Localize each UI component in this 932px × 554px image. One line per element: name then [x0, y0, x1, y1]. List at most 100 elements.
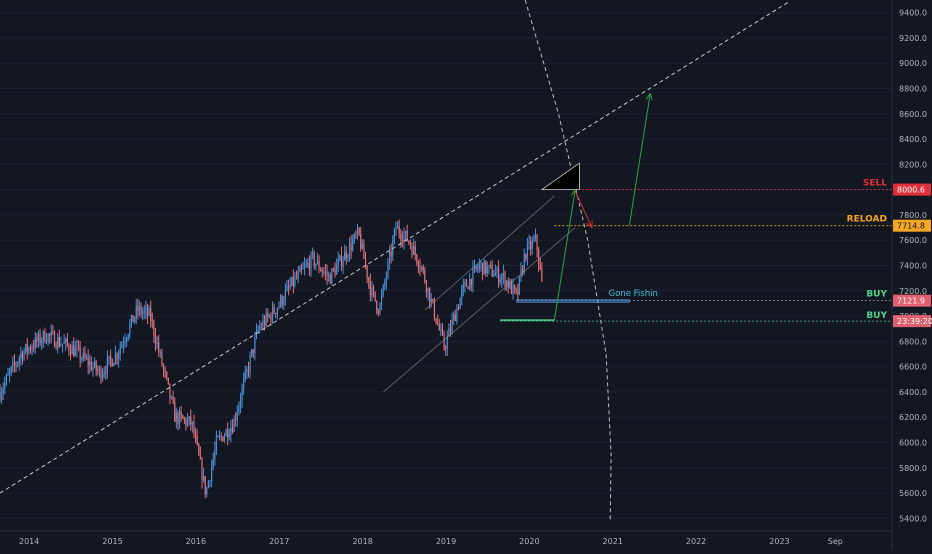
triangle-pattern[interactable] [540, 162, 580, 191]
buy-2-price-tag-bg [893, 315, 931, 328]
candle-body [4, 382, 6, 389]
candle-body [276, 308, 278, 315]
candle-body [219, 435, 221, 437]
x-tick-label: 2020 [519, 537, 539, 546]
candle-body [454, 314, 456, 322]
candle-body [472, 268, 474, 286]
upper-trend-line[interactable] [0, 2, 789, 494]
candle-body [84, 352, 86, 359]
candle-body [156, 342, 158, 345]
candle-body [366, 265, 368, 278]
candle-body [480, 262, 482, 265]
candle-body [289, 285, 291, 288]
candle-body [211, 466, 213, 481]
projection-arrow[interactable] [553, 189, 576, 320]
candle-body [497, 268, 500, 283]
projection-arrow[interactable] [628, 93, 651, 226]
candle-body [34, 337, 36, 349]
candle-body [172, 396, 174, 403]
candle-body [10, 366, 12, 372]
candle-body [135, 306, 137, 318]
candle-body [347, 256, 349, 259]
sell-price-tag: 8000.6 [897, 186, 925, 195]
candle-body [464, 282, 466, 285]
grid [0, 12, 892, 519]
candle-body [97, 370, 99, 372]
candle-body [235, 418, 237, 420]
x-tick-label: 2018 [352, 537, 372, 546]
buy-1-price-tag: 7121.9 [897, 297, 925, 306]
gone-fishin-box[interactable] [516, 299, 630, 303]
candle-body [68, 344, 70, 351]
candle-body [345, 251, 347, 259]
candle-body [449, 328, 452, 331]
candle-body [352, 240, 354, 251]
candle-body [387, 261, 389, 277]
time-axis[interactable]: 2014 2015 2016 2017 2018 2019 2020 2021 2022 2023… [19, 537, 843, 546]
candle-body [307, 263, 309, 265]
candle-body [305, 264, 307, 266]
candle-body [425, 282, 428, 293]
candle-body [108, 355, 110, 359]
channel-lower-line[interactable] [383, 227, 576, 393]
candle-body [150, 308, 152, 322]
candle-body [329, 275, 331, 284]
price-axis[interactable]: 5400.0 5600.0 5800.0 6000.0 6200.0 6400.0 6600… [899, 9, 927, 524]
candle-body [28, 347, 30, 352]
candle-body [82, 352, 84, 359]
candle-body [438, 324, 440, 330]
y-tick-label: 6200.0 [899, 413, 927, 422]
candle-body [270, 315, 272, 321]
candle-body [26, 344, 28, 352]
candle-body [49, 334, 51, 336]
candle-body [186, 419, 189, 426]
candle-body [514, 284, 516, 289]
candle-body [369, 281, 371, 296]
candle-body [2, 388, 4, 394]
channel-upper-line[interactable] [424, 195, 555, 311]
drawings[interactable] [0, 0, 892, 521]
candle-body [267, 313, 269, 317]
candle-body [222, 436, 224, 442]
candle-body [58, 337, 60, 346]
candle-body [79, 347, 81, 360]
candle-body [263, 320, 266, 326]
candle-body [356, 227, 359, 235]
time-arc[interactable] [524, 0, 612, 521]
candle-body [536, 235, 538, 250]
sell-price-tag-bg [893, 183, 931, 196]
candle-body [129, 323, 131, 335]
candle-body [284, 290, 286, 302]
candle-body [190, 416, 192, 425]
candle-body [31, 348, 33, 350]
candle-body [417, 262, 420, 268]
candle-body [292, 276, 294, 286]
candle-body [44, 331, 46, 343]
candle-body [121, 344, 123, 348]
candle-body [541, 269, 543, 282]
candle-body [278, 305, 280, 309]
candle-body [188, 416, 190, 420]
candle-body [299, 267, 301, 272]
candle-body [392, 240, 394, 256]
candle-body [507, 280, 509, 288]
candle-body [337, 259, 339, 266]
x-tick-label: Sep [828, 537, 843, 546]
candle-body [422, 266, 424, 271]
candle-body [193, 422, 195, 435]
candle-body [324, 271, 327, 273]
y-tick-label: 8600.0 [899, 110, 927, 119]
candle-body [81, 358, 83, 360]
candle-body [427, 288, 429, 293]
candle-body [432, 299, 434, 301]
y-tick-label: 7400.0 [899, 262, 927, 271]
candle-body [12, 362, 14, 367]
candle-body [0, 391, 1, 400]
gone-fishin-label: Gone Fishin [609, 289, 658, 299]
candle-body [332, 269, 335, 270]
candle-body [106, 358, 109, 373]
candle-body [414, 246, 416, 255]
projection-arrow[interactable] [574, 190, 593, 228]
